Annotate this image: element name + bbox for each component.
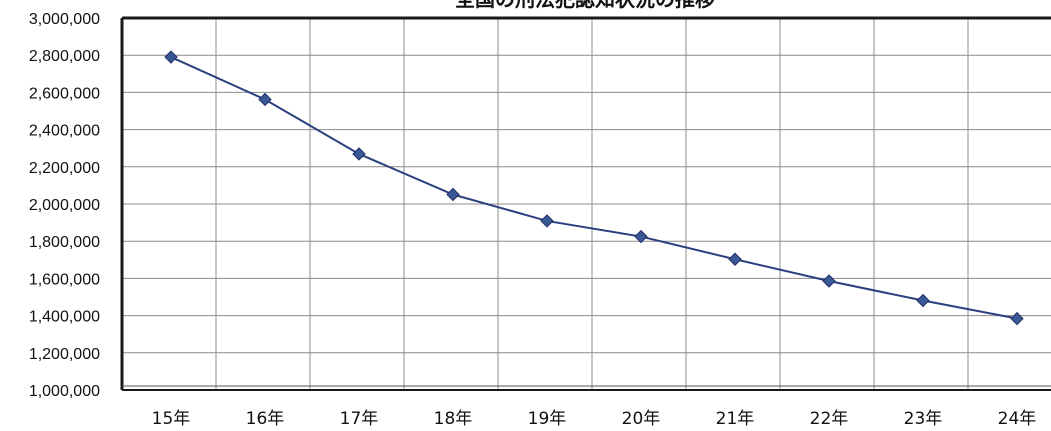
data-point-marker — [728, 252, 742, 266]
y-tick-label: 1,800,000 — [29, 234, 100, 251]
x-tick-label: 19年 — [528, 409, 567, 429]
y-tick-label: 2,000,000 — [29, 197, 100, 214]
y-tick-label: 1,000,000 — [29, 383, 100, 400]
x-tick-label: 17年 — [340, 409, 379, 429]
data-point-marker — [540, 214, 554, 228]
y-axis-ticks: 1,000,000 1,200,000 1,400,000 1,600,000 1,80… — [29, 11, 100, 400]
y-tick-label: 2,800,000 — [29, 48, 100, 65]
y-tick-label: 2,400,000 — [29, 123, 100, 140]
marker-layer — [164, 50, 1024, 326]
x-tick-label: 18年 — [434, 409, 473, 429]
data-point-marker — [258, 92, 272, 107]
x-tick-label: 23年 — [904, 409, 943, 429]
data-point-marker — [916, 293, 930, 308]
x-tick-label: 20年 — [622, 409, 661, 429]
y-tick-label: 2,200,000 — [29, 160, 100, 177]
data-point-marker — [164, 50, 178, 64]
x-tick-label: 15年 — [152, 409, 191, 429]
data-point-marker — [634, 229, 648, 244]
data-point-marker — [1010, 311, 1024, 326]
x-tick-label: 21年 — [716, 409, 755, 429]
y-tick-label: 1,200,000 — [29, 346, 100, 363]
data-point-marker — [822, 274, 836, 288]
x-axis-ticks: 15年 16年 17年 18年 19年 20年 21年 22年 23年 24年 — [152, 409, 1037, 429]
chart-title: 全国の刑法犯認知状況の推移 — [454, 0, 715, 11]
series-line — [170, 56, 1018, 320]
gridlines — [122, 18, 1051, 390]
y-tick-label: 2,600,000 — [29, 85, 100, 102]
x-tick-label: 22年 — [810, 409, 849, 429]
plot-frame — [120, 16, 1051, 391]
y-tick-label: 1,600,000 — [29, 271, 100, 288]
y-tick-label: 1,400,000 — [29, 309, 100, 326]
x-tick-label: 16年 — [246, 409, 285, 429]
data-point-marker — [352, 147, 366, 161]
x-tick-label: 24年 — [998, 409, 1037, 429]
series-layer — [170, 56, 1018, 320]
data-point-marker — [446, 187, 460, 202]
y-tick-label: 3,000,000 — [29, 11, 100, 28]
